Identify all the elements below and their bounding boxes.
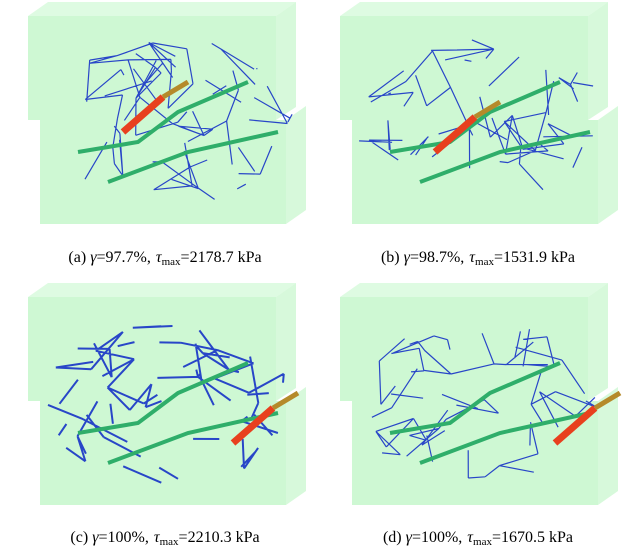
stress: =1670.5 kPa (492, 529, 573, 546)
box-top (28, 2, 296, 16)
strain: =100%, (412, 529, 462, 546)
box-face (40, 120, 286, 224)
caption: (c)γ=100%,τmax=2210.3 kPa (70, 529, 259, 548)
caption: (b)γ=98.7%,τmax=1531.9 kPa (381, 249, 575, 268)
box-side (276, 2, 296, 120)
box-side (588, 283, 608, 401)
strain: =97.7%, (97, 249, 151, 266)
stress: =2178.7 kPa (181, 249, 262, 266)
box-top (28, 283, 296, 297)
box-side (276, 283, 296, 401)
caption: (d)γ=100%,τmax=1670.5 kPa (383, 529, 573, 548)
stress: =2210.3 kPa (179, 529, 260, 546)
box-top (340, 283, 608, 297)
label: (d) (383, 529, 402, 546)
box-top (340, 2, 608, 16)
label: (b) (381, 249, 400, 266)
box-side (588, 2, 608, 120)
label: (a) (68, 249, 86, 266)
subscript: max (475, 256, 494, 268)
box-face (340, 297, 588, 401)
caption: (a)γ=97.7%,τmax=2178.7 kPa (68, 249, 261, 268)
subscript: max (162, 256, 181, 268)
subscript: max (160, 536, 179, 548)
box-side (598, 106, 618, 224)
strain: =100%, (99, 529, 149, 546)
box-side (286, 387, 306, 505)
strain: =98.7%, (410, 249, 464, 266)
label: (c) (70, 529, 88, 546)
box-face (340, 16, 588, 120)
subscript: max (473, 536, 492, 548)
stress: =1531.9 kPa (494, 249, 575, 266)
figure: (a)γ=97.7%,τmax=2178.7 kPa (b)γ=98.7%,τm… (0, 0, 640, 550)
box-side (286, 106, 306, 224)
